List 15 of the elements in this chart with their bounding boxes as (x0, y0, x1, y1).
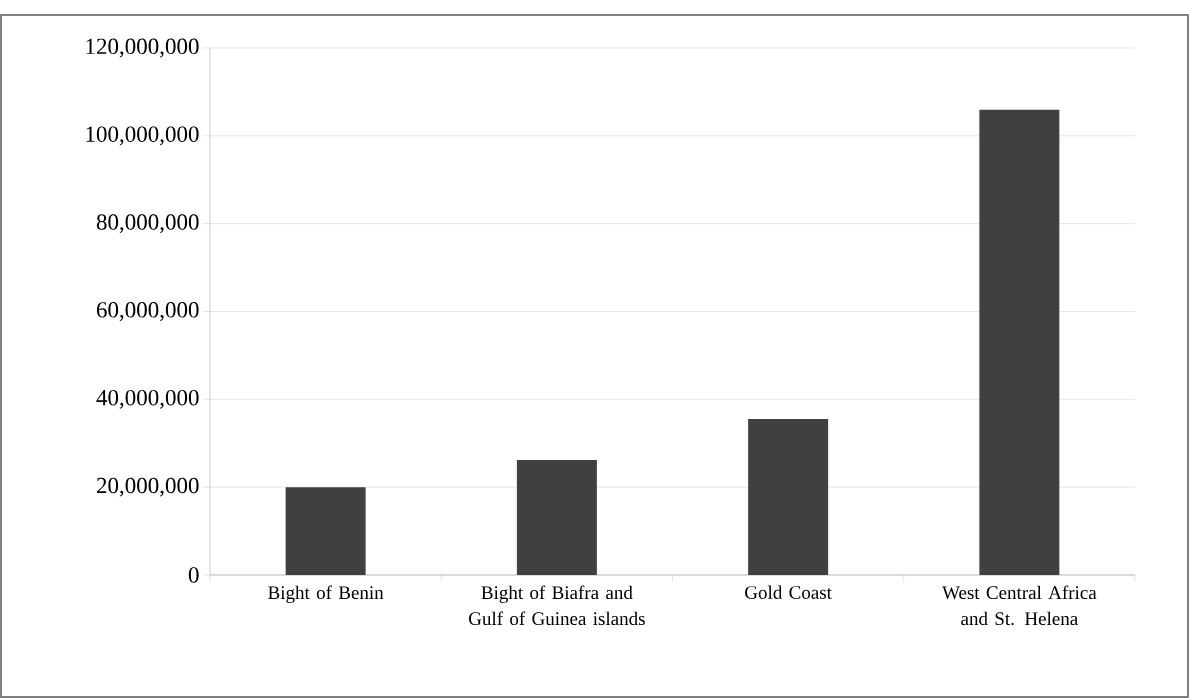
bar (516, 459, 597, 575)
x-tick-label: Bight of Benin (268, 585, 384, 603)
y-tick-label: 40,000,000 (96, 389, 199, 409)
bar (748, 419, 829, 575)
bar (979, 109, 1060, 575)
y-tick-label: 120,000,000 (86, 38, 199, 58)
x-tick-label: Bight of Biafra and Gulf of Guinea islands (469, 585, 645, 626)
bar (285, 487, 366, 575)
y-tick-label: 20,000,000 (96, 477, 199, 497)
x-tick-label: West Central Africa and St. Helena (942, 585, 1097, 626)
y-tick-label: 60,000,000 (96, 302, 199, 321)
y-tick-label: 100,000,000 (86, 126, 199, 146)
y-tick-label: 0 (188, 567, 199, 583)
x-tick-label: Gold Coast (745, 585, 832, 599)
y-tick-label: 80,000,000 (96, 214, 199, 234)
